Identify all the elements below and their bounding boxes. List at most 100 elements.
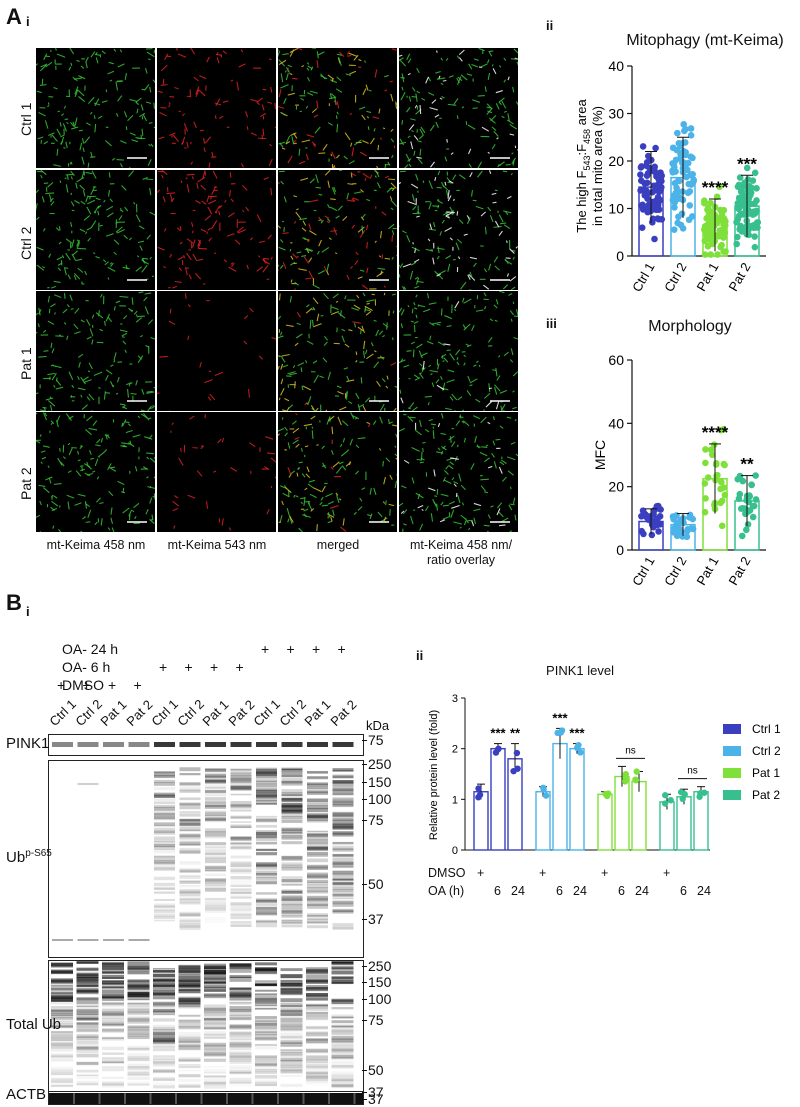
band <box>51 991 73 994</box>
band <box>332 982 354 984</box>
data-point <box>745 176 752 183</box>
band <box>154 832 175 835</box>
bar <box>615 777 629 850</box>
plus-mark: + <box>108 677 116 693</box>
data-point <box>651 206 658 213</box>
band <box>282 907 303 909</box>
band <box>256 907 277 911</box>
band <box>333 780 354 783</box>
micrograph-ctrl2-merged <box>278 170 397 290</box>
band <box>307 810 328 812</box>
band <box>231 742 252 747</box>
plus-mark: + <box>261 641 269 657</box>
band <box>282 820 303 823</box>
band <box>180 877 201 879</box>
band <box>102 1009 124 1012</box>
band <box>153 1077 175 1081</box>
data-point <box>495 746 501 752</box>
band <box>154 801 175 804</box>
band <box>231 785 252 787</box>
band <box>204 1075 226 1077</box>
band <box>205 849 226 853</box>
band <box>77 973 99 976</box>
band <box>282 800 303 802</box>
data-point <box>649 219 656 226</box>
data-point <box>602 791 608 797</box>
band <box>179 1079 201 1082</box>
band <box>153 1069 175 1071</box>
data-point <box>754 219 761 226</box>
band <box>332 1071 354 1073</box>
band <box>205 805 226 809</box>
band <box>230 966 252 969</box>
legend-swatch <box>723 746 741 756</box>
band <box>307 799 328 803</box>
band <box>332 1004 354 1006</box>
lane-gap <box>252 1093 254 1105</box>
plus-mark: + <box>338 641 346 657</box>
band <box>230 1038 252 1040</box>
band <box>230 1031 252 1035</box>
band <box>153 1058 175 1060</box>
mw-marker: 37 <box>368 1084 384 1100</box>
band <box>179 1045 201 1047</box>
mw-tick <box>362 982 367 983</box>
band <box>153 970 175 973</box>
data-point <box>711 502 718 509</box>
band <box>180 891 201 893</box>
data-point <box>670 160 677 167</box>
dmso-plus: + <box>663 866 670 880</box>
legend-swatch <box>723 790 741 800</box>
mw-marker: 100 <box>368 991 391 1007</box>
lane-label: Pat 2 <box>327 697 359 729</box>
band <box>333 893 354 896</box>
band <box>179 985 201 987</box>
micrograph-pat2-ratio <box>399 412 518 532</box>
band <box>154 904 175 908</box>
band <box>77 1018 99 1020</box>
dmso-plus: + <box>601 866 608 880</box>
data-point <box>688 525 695 532</box>
band <box>180 788 201 791</box>
data-point <box>543 792 549 798</box>
significance-label: ns <box>625 745 636 756</box>
y-tick-label: 20 <box>608 479 624 495</box>
oa-hours: 24 <box>573 884 587 898</box>
band <box>231 770 252 772</box>
lane-gap <box>73 1093 75 1105</box>
band <box>231 775 252 778</box>
band <box>306 1038 328 1040</box>
band <box>204 1069 226 1072</box>
data-point <box>702 446 709 453</box>
band <box>306 1055 328 1057</box>
bar <box>553 744 567 850</box>
band <box>281 980 303 984</box>
band <box>204 1078 226 1081</box>
band <box>205 919 226 923</box>
band <box>180 773 201 775</box>
band <box>154 805 175 808</box>
mw-marker: 37 <box>368 911 384 927</box>
band <box>154 828 175 832</box>
band <box>282 832 303 834</box>
band <box>51 1034 73 1036</box>
band <box>205 878 226 880</box>
band <box>231 880 252 882</box>
band <box>306 1032 328 1034</box>
band <box>204 1085 226 1089</box>
band <box>180 834 201 837</box>
band <box>230 963 252 965</box>
band <box>281 974 303 976</box>
treatment-oa-24h: OA- 24 h <box>62 641 118 657</box>
band <box>281 1005 303 1007</box>
data-point <box>705 474 712 481</box>
oa-hours: 6 <box>494 884 501 898</box>
band <box>128 984 150 986</box>
data-point <box>655 194 662 201</box>
band <box>230 988 252 992</box>
data-point <box>717 244 724 251</box>
band <box>154 920 175 922</box>
band <box>231 866 252 868</box>
band <box>102 1002 124 1004</box>
band <box>282 841 303 844</box>
